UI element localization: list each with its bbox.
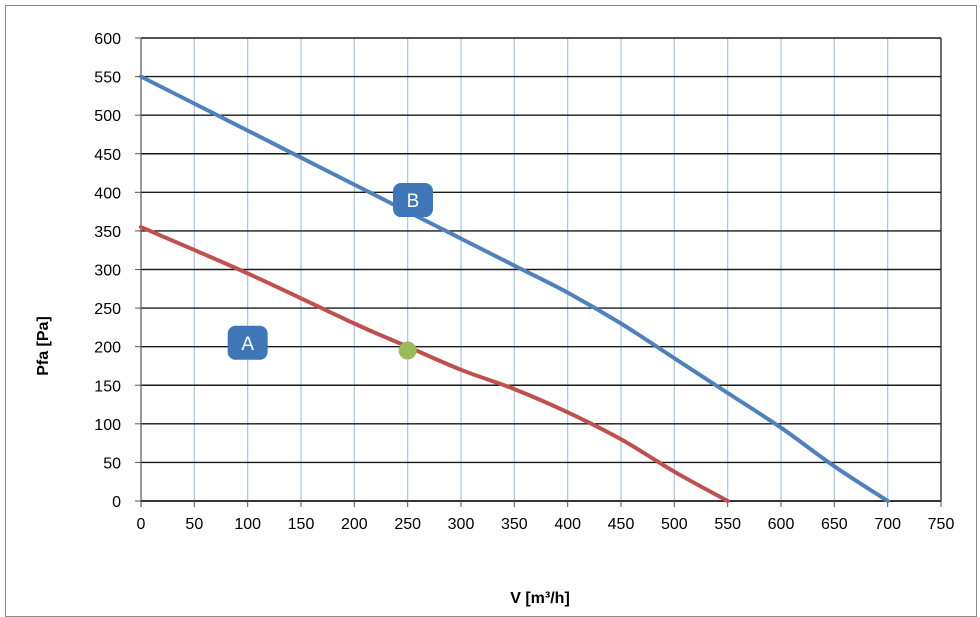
annotation-box xyxy=(393,183,433,218)
x-tick-label: 400 xyxy=(554,516,581,533)
x-tick-label: 300 xyxy=(448,516,475,533)
y-tick-label: 400 xyxy=(94,185,121,202)
x-tick-label: 450 xyxy=(608,516,635,533)
y-axis-title: Pfa [Pa] xyxy=(35,316,52,376)
annotation-label: B xyxy=(407,191,420,212)
x-axis-title: V [m³/h] xyxy=(510,590,570,607)
markers xyxy=(398,341,417,360)
annotations: AB xyxy=(227,183,433,360)
x-tick-label: 350 xyxy=(501,516,528,533)
y-tick-label: 200 xyxy=(94,340,121,357)
y-tick-label: 300 xyxy=(94,263,121,280)
x-tick-label: 50 xyxy=(185,516,203,533)
y-tick-label: 600 xyxy=(94,31,121,48)
annotation-label: A xyxy=(241,334,254,355)
y-tick-label: 100 xyxy=(94,417,121,434)
x-tick-label: 600 xyxy=(768,516,795,533)
tick-labels: 0 50 100 150 200 250 300 350 400 450 500 550 600 650 7… xyxy=(94,31,954,533)
x-tick-label: 0 xyxy=(137,516,146,533)
y-tick-label: 50 xyxy=(103,455,121,472)
series xyxy=(139,74,890,503)
x-tick-label: 500 xyxy=(661,516,688,533)
grid xyxy=(141,37,942,502)
y-tick-label: 450 xyxy=(94,147,121,164)
series-line-1 xyxy=(139,225,730,503)
annotation-a: A xyxy=(227,325,268,360)
series-line-2 xyxy=(139,74,890,503)
x-tick-label: 250 xyxy=(394,516,421,533)
x-tick-label: 200 xyxy=(341,516,368,533)
y-tick-label: 350 xyxy=(94,224,121,241)
x-tick-label: 650 xyxy=(821,516,848,533)
operating-point-marker xyxy=(398,341,417,360)
y-tick-label: 0 xyxy=(112,494,121,511)
annotation-b: B xyxy=(393,183,433,218)
annotation-box xyxy=(227,325,268,360)
x-tick-label: 750 xyxy=(928,516,955,533)
y-tick-label: 500 xyxy=(94,108,121,125)
x-tick-label: 550 xyxy=(714,516,741,533)
chart-frame xyxy=(5,5,977,617)
y-tick-label: 250 xyxy=(94,301,121,318)
x-tick-label: 100 xyxy=(234,516,261,533)
x-tick-label: 150 xyxy=(288,516,315,533)
axes xyxy=(135,37,942,507)
y-tick-label: 150 xyxy=(94,378,121,395)
y-tick-label: 550 xyxy=(94,70,121,87)
x-tick-label: 700 xyxy=(874,516,901,533)
